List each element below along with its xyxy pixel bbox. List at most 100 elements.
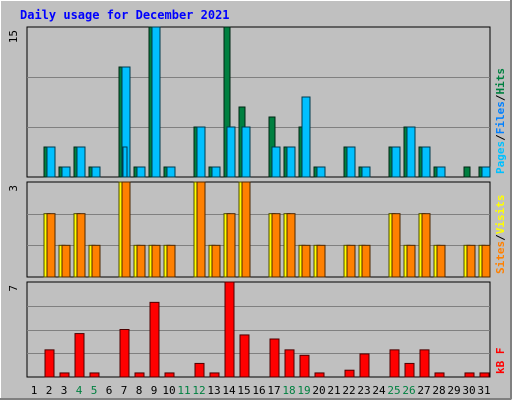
panel-legend-label: Sites/Visits <box>494 195 507 275</box>
bar-kb-f-day-23 <box>359 353 370 378</box>
bar-sites-day-27 <box>421 213 431 278</box>
bar-kb-f-day-4 <box>74 333 85 378</box>
bar-kb-f-day-14 <box>224 281 235 378</box>
bar-kb-f-day-22 <box>344 369 355 378</box>
x-tick-label-10: 10 <box>162 384 175 397</box>
visits-sites-panel: 3 Sites/Visits <box>7 181 507 278</box>
bar-kb-f-day-17 <box>269 338 280 378</box>
bar-sites-day-25 <box>391 213 401 278</box>
bar-kb-f-day-9 <box>149 301 160 378</box>
bar-sites-day-28 <box>436 244 446 278</box>
bar-sites-day-15 <box>241 181 251 278</box>
bar-sites-day-7 <box>121 181 131 278</box>
bar-kb-f-day-10 <box>164 372 175 378</box>
x-tick-label-14: 14 <box>222 384 236 397</box>
x-tick-label-5: 5 <box>91 384 98 397</box>
bar-files-day-19 <box>301 96 311 178</box>
bar-files-day-9 <box>151 26 161 178</box>
x-tick-label-29: 29 <box>447 384 460 397</box>
bar-sites-day-30 <box>466 244 476 278</box>
legend-part-2: Files <box>494 101 507 134</box>
bar-kb-f-day-13 <box>209 372 220 378</box>
legend-part-1: / <box>494 234 507 241</box>
bar-sites-day-19 <box>301 244 311 278</box>
bar-kb-f-day-7 <box>119 329 130 378</box>
legend-part-0: kB F <box>494 348 507 375</box>
bar-kb-f-day-25 <box>389 349 400 378</box>
bar-files-day-20 <box>316 166 326 178</box>
bar-kb-f-day-31 <box>479 372 490 378</box>
panel-legend-label: kB F <box>494 348 507 375</box>
bar-files-day-12 <box>196 126 206 178</box>
bar-files-day-22 <box>346 146 356 178</box>
bar-sites-day-12 <box>196 181 206 278</box>
x-tick-label-28: 28 <box>432 384 445 397</box>
bar-sites-day-17 <box>271 213 281 278</box>
x-tick-label-9: 9 <box>151 384 158 397</box>
bar-sites-day-13 <box>211 244 221 278</box>
bar-kb-f-day-5 <box>89 372 100 378</box>
bar-kb-f-day-18 <box>284 349 295 378</box>
x-tick-label-2: 2 <box>46 384 53 397</box>
bar-sites-day-10 <box>166 244 176 278</box>
x-tick-label-19: 19 <box>297 384 310 397</box>
bar-files-day-8 <box>136 166 146 178</box>
bar-kb-f-day-27 <box>419 349 430 378</box>
x-tick-label-15: 15 <box>237 384 250 397</box>
bar-files-day-31 <box>481 166 491 178</box>
legend-part-0: Pages <box>494 141 507 174</box>
x-tick-label-7: 7 <box>121 384 128 397</box>
bar-kb-f-day-12 <box>194 362 205 378</box>
bar-sites-day-23 <box>361 244 371 278</box>
x-tick-label-13: 13 <box>207 384 220 397</box>
bar-files-day-10 <box>166 166 176 178</box>
x-tick-label-17: 17 <box>267 384 280 397</box>
bar-kb-f-day-28 <box>434 372 445 378</box>
day-axis: 1 2 3 4 5 6 7 8 9 10 11 12 13 14 15 16 17 18 19 20 21 22 23 24 2… <box>31 384 491 397</box>
bar-kb-f-day-15 <box>239 334 250 378</box>
bar-pages-day-7 <box>122 146 128 178</box>
bar-kb-f-day-8 <box>134 372 145 378</box>
x-tick-label-11: 11 <box>177 384 190 397</box>
x-tick-label-22: 22 <box>342 384 355 397</box>
x-tick-label-30: 30 <box>462 384 475 397</box>
bar-kb-f-day-2 <box>44 349 55 378</box>
x-tick-label-8: 8 <box>136 384 143 397</box>
x-tick-label-1: 1 <box>31 384 38 397</box>
x-tick-label-16: 16 <box>252 384 265 397</box>
x-tick-label-12: 12 <box>192 384 205 397</box>
bar-sites-day-26 <box>406 244 416 278</box>
bar-files-day-4 <box>76 146 86 178</box>
bar-sites-day-2 <box>46 213 56 278</box>
bar-sites-day-31 <box>481 244 491 278</box>
bar-files-day-15 <box>241 126 251 178</box>
bar-sites-day-14 <box>226 213 236 278</box>
bar-sites-day-9 <box>151 244 161 278</box>
bar-files-day-17 <box>271 146 281 178</box>
bar-files-day-2 <box>46 146 56 178</box>
legend-part-3: / <box>494 94 507 101</box>
y-max-label: 3 <box>7 185 20 192</box>
bar-kb-f-day-3 <box>59 372 70 378</box>
chart-title: Daily usage for December 2021 <box>20 8 230 22</box>
bar-files-day-26 <box>406 126 416 178</box>
y-max-label: 15 <box>7 30 20 43</box>
bar-kb-f-day-26 <box>404 362 415 378</box>
legend-part-1: / <box>494 134 507 141</box>
bar-sites-day-18 <box>286 213 296 278</box>
bar-sites-day-5 <box>91 244 101 278</box>
bar-files-day-23 <box>361 166 371 178</box>
bar-files-day-14 <box>226 126 236 178</box>
x-tick-label-27: 27 <box>417 384 430 397</box>
legend-part-4: Hits <box>494 68 507 95</box>
x-tick-label-3: 3 <box>61 384 68 397</box>
bar-sites-day-20 <box>316 244 326 278</box>
bar-hits-day-30 <box>463 166 471 178</box>
bar-sites-day-22 <box>346 244 356 278</box>
panel-legend-label: Pages/Files/Hits <box>494 68 507 174</box>
x-tick-label-31: 31 <box>477 384 490 397</box>
x-tick-label-24: 24 <box>372 384 386 397</box>
bar-files-day-13 <box>211 166 221 178</box>
